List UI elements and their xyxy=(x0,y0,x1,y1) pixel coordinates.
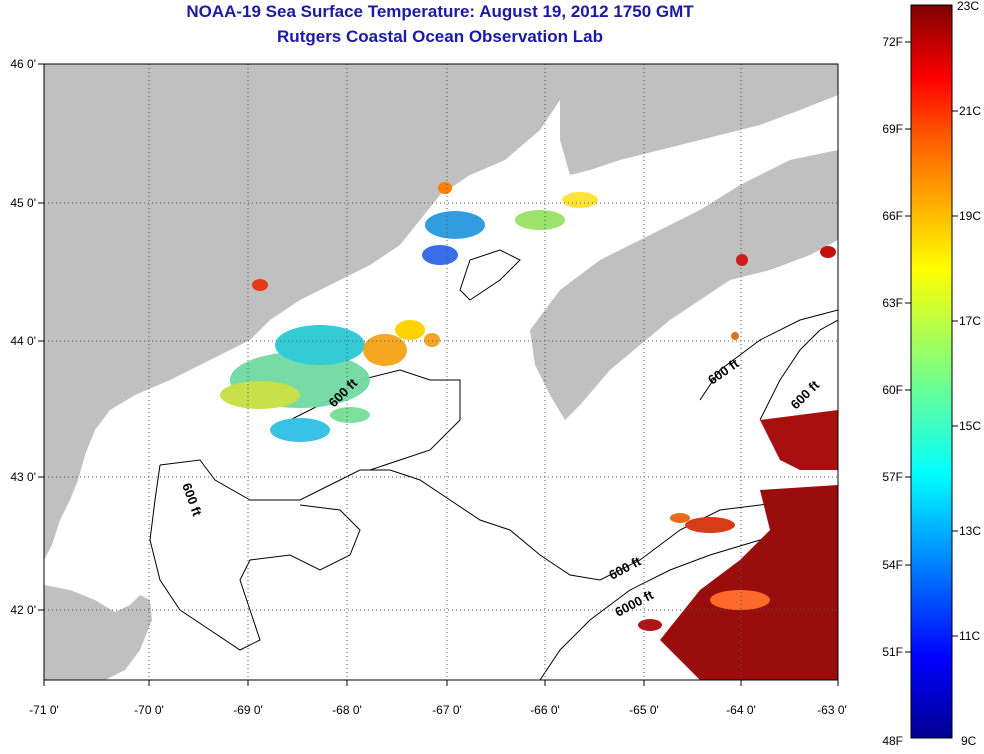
x-tick-label: -69 0' xyxy=(233,703,263,717)
x-tick-label: -70 0' xyxy=(134,703,164,717)
x-tick-label: -71 0' xyxy=(29,703,59,717)
land-us-mainland xyxy=(44,64,560,560)
x-tick-label: -68 0' xyxy=(332,703,362,717)
colorbar-f-label: 51F xyxy=(882,645,903,659)
colorbar-f-label: 63F xyxy=(882,296,903,310)
x-tick-label: -64 0' xyxy=(726,703,756,717)
x-tick-label: -67 0' xyxy=(432,703,462,717)
colorbar-f-label: 69F xyxy=(882,122,903,136)
colorbar-f-label: 54F xyxy=(882,558,903,572)
y-tick-label: 43 0' xyxy=(10,470,36,484)
x-tick-label: -63 0' xyxy=(817,703,847,717)
y-tick-label: 44 0' xyxy=(10,334,36,348)
x-tick-label: -66 0' xyxy=(530,703,560,717)
land-new-brunswick xyxy=(560,64,838,175)
colorbar-c-label: 11C xyxy=(959,629,980,643)
colorbar-f-label: 66F xyxy=(882,209,903,223)
colorbar-c-label: 17C xyxy=(959,314,981,328)
graticule xyxy=(44,64,838,680)
bathymetry-contours xyxy=(149,249,838,680)
colorbar-c-label: 23C xyxy=(957,0,979,13)
x-tick-label: -65 0' xyxy=(629,703,659,717)
map-title: NOAA-19 Sea Surface Temperature: August … xyxy=(186,2,694,21)
colorbar-f-label: 48F xyxy=(882,734,903,748)
y-tick-label: 45 0' xyxy=(10,196,36,210)
colorbar-c-label: 19C xyxy=(959,209,981,223)
land-nova-scotia xyxy=(530,150,838,420)
colorbar-f-label: 72F xyxy=(882,35,903,49)
colorbar-c-label: 9C xyxy=(961,734,977,748)
colorbar-c-label: 13C xyxy=(959,524,981,538)
colorbar xyxy=(910,4,953,739)
y-tick-label: 46 0' xyxy=(10,57,36,71)
y-tick-label: 42 0' xyxy=(10,603,36,617)
colorbar-c-label: 21C xyxy=(959,104,981,118)
colorbar-c-label: 15C xyxy=(959,419,981,433)
colorbar-f-label: 60F xyxy=(882,383,903,397)
colorbar-f-label: 57F xyxy=(882,470,903,484)
land-cape-cod xyxy=(44,585,152,680)
sst-data-patches xyxy=(220,182,838,680)
map-subtitle: Rutgers Coastal Ocean Observation Lab xyxy=(277,27,603,46)
